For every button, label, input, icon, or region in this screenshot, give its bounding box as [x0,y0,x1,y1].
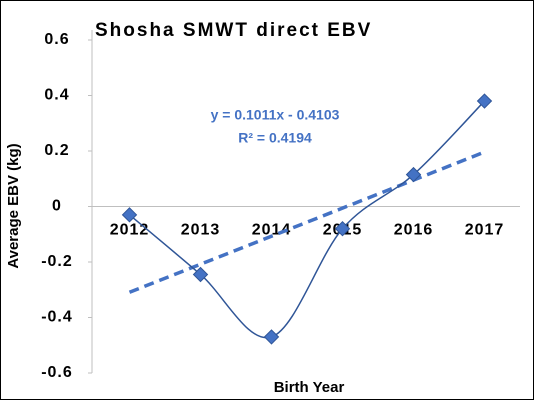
x-tick-label: 2014 [252,222,292,239]
marker [192,266,209,283]
y-tick-label: 0 [52,198,62,215]
trend-equation: y = 0.1011x - 0.4103 [211,107,340,123]
y-axis-label: Average EBV (kg) [5,143,22,268]
marker [263,329,280,345]
y-tick-label: -0.2 [41,253,73,270]
x-tick-label: 2012 [110,222,150,239]
marker [476,93,493,109]
marker [405,166,422,183]
y-tick-label: -0.4 [41,309,73,326]
y-tick-label: 0.4 [44,87,69,104]
x-tick-label: 2013 [181,222,221,239]
trend-r-squared: R² = 0.4194 [238,130,312,146]
x-axis-label: Birth Year [274,379,345,396]
x-tick-label: 2017 [465,222,505,239]
y-tick-label: 0.6 [44,31,69,48]
marker [334,220,351,237]
marker [121,207,138,223]
y-tick-label: -0.6 [41,364,73,381]
x-tick-label: 2016 [394,222,434,239]
y-tick-label: 0.2 [44,142,69,159]
chart-title: Shosha SMWT direct EBV [95,20,372,41]
